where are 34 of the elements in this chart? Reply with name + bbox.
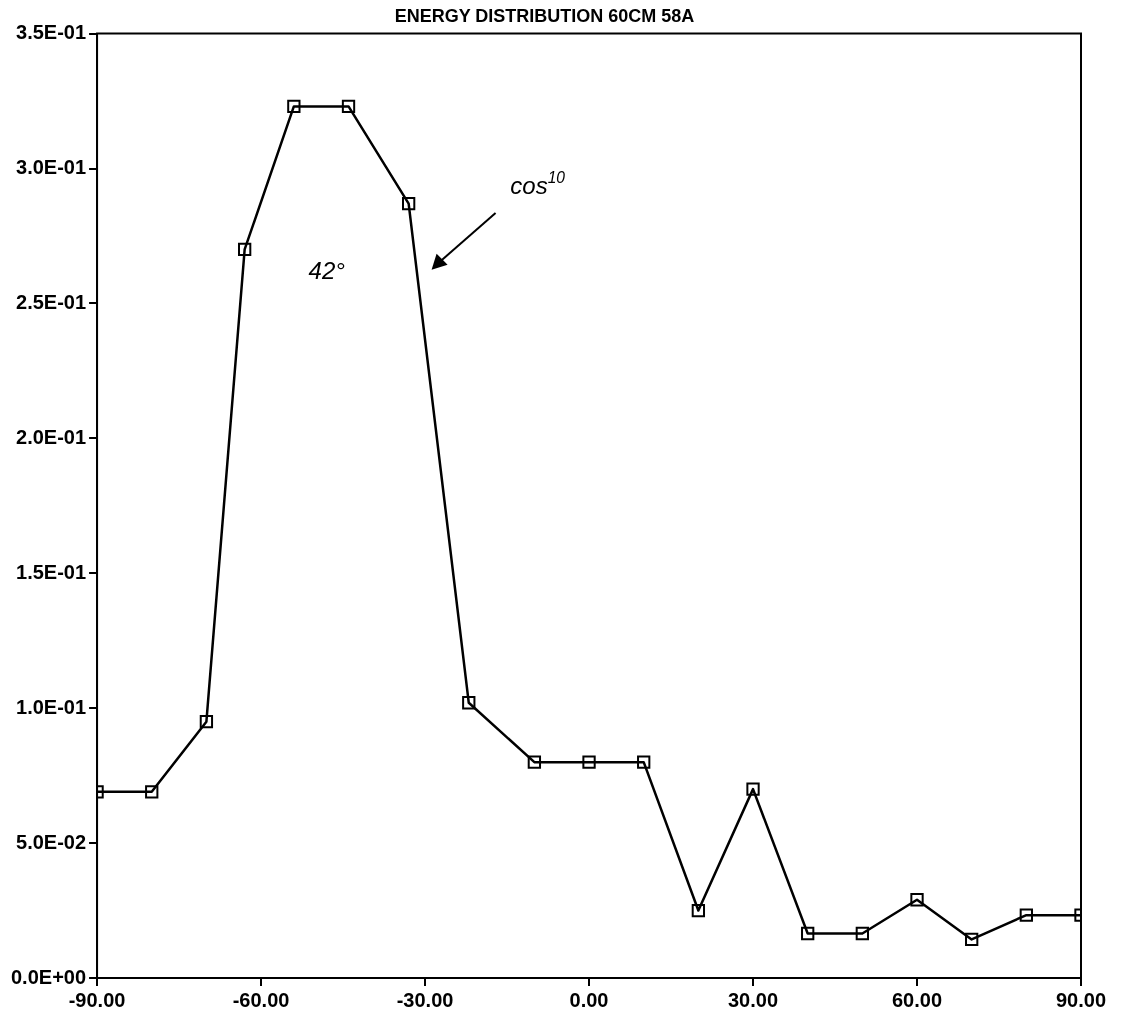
x-tick-label: 90.00 — [1055, 988, 1107, 1011]
point — [746, 782, 760, 796]
point — [637, 755, 651, 769]
y-tick-label: 1.0E-01 — [16, 695, 87, 718]
x-tick-label: 0.00 — [569, 988, 609, 1011]
point — [910, 893, 924, 907]
y-tick-label: 3.5E-01 — [16, 21, 87, 44]
x-tick-label: -60.00 — [232, 988, 290, 1011]
point — [691, 903, 706, 918]
point — [199, 715, 214, 729]
point — [965, 932, 979, 947]
point — [855, 926, 870, 941]
point — [287, 99, 301, 114]
point — [238, 242, 252, 257]
point — [341, 99, 356, 114]
y-tick-label: 2.0E-01 — [16, 425, 87, 448]
x-tick-label: 60.00 — [891, 988, 943, 1011]
chart-title: ENERGY DISTRIBUTION 60CM 58A — [394, 5, 695, 26]
point — [1019, 908, 1033, 922]
y-tick-label: 5.0E-02 — [16, 830, 87, 853]
y-tick-label: 2.5E-01 — [16, 290, 87, 313]
point — [582, 755, 596, 769]
y-tick-label: 1.5E-01 — [16, 560, 87, 583]
y-tick-label: 0.0E+00 — [10, 965, 87, 988]
x-tick-label: -30.00 — [396, 988, 454, 1011]
x-tick-label: -90.00 — [68, 988, 126, 1011]
point — [801, 926, 815, 941]
x-tick-label: 30.00 — [727, 988, 779, 1011]
point — [145, 785, 159, 799]
y-tick-label: 3.0E-01 — [16, 156, 87, 179]
annotation: 42° — [308, 257, 346, 285]
point — [401, 196, 416, 211]
point — [462, 696, 476, 710]
point — [527, 755, 542, 769]
